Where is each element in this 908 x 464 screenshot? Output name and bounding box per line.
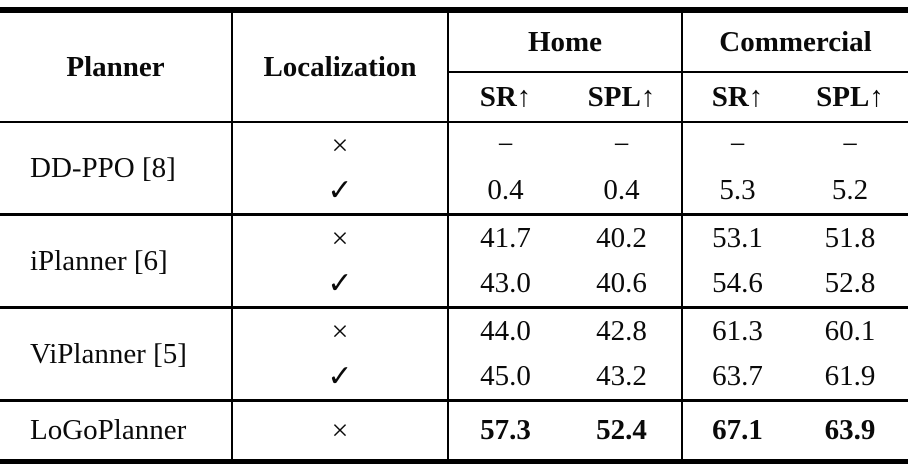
localization-cross-mark: × — [232, 307, 449, 354]
table-row: DD-PPO [8] × − − − − — [0, 122, 908, 215]
header-group-row: Planner Localization Home Commercial — [0, 10, 908, 122]
table-row: LoGoPlanner × 57.3 52.4 67.1 63.9 — [0, 400, 908, 462]
value-cell: 63.7 — [712, 360, 763, 392]
value-cell: 52.4 — [562, 400, 683, 462]
value-cell: 40.6 — [562, 261, 683, 308]
table-header: Planner Localization Home Commercial SR↑… — [0, 10, 908, 122]
value-cell: 5.2 — [831, 174, 869, 206]
header-planner: Planner — [0, 10, 233, 122]
value-cell: 52.8 — [824, 267, 876, 299]
value-cell: − — [729, 129, 746, 161]
value-cell: 61.3 — [712, 315, 763, 347]
value-cell: 45.0 — [480, 360, 531, 392]
group-ddppo: DD-PPO [8] × − − − − ✓ 0.4 0.4 5.3 5.2 — [0, 122, 908, 215]
header-group-home: Home — [448, 10, 683, 73]
localization-check-mark: ✓ — [232, 168, 449, 215]
localization-check-mark: ✓ — [232, 261, 449, 308]
planner-name: DD-PPO [8] — [0, 122, 233, 215]
table-row: ✓ 43.0 40.6 54.6 52.8 — [0, 261, 908, 308]
value-cell: 51.8 — [824, 222, 876, 254]
table-row: ViPlanner [5] × 44.0 42.8 61.3 60.1 — [0, 307, 908, 401]
group-viplanner: ViPlanner [5] × 44.0 42.8 61.3 60.1 ✓ 45… — [0, 307, 908, 401]
value-cell: 0.4 — [562, 168, 683, 215]
value-cell: 54.6 — [712, 267, 763, 299]
table-row: ✓ 0.4 0.4 5.3 5.2 — [0, 168, 908, 215]
header-metric-row: SR↑ SPL↑ SR↑ SPL↑ — [0, 72, 908, 122]
value-cell: 63.9 — [824, 414, 876, 446]
table-row: iPlanner [6] × 41.7 40.2 53.1 51.8 — [0, 214, 908, 308]
header-localization: Localization — [232, 10, 449, 122]
value-cell: 0.4 — [487, 174, 524, 206]
localization-check-mark: ✓ — [232, 354, 449, 401]
group-iplanner: iPlanner [6] × 41.7 40.2 53.1 51.8 ✓ 43.… — [0, 214, 908, 308]
value-cell: 5.3 — [719, 174, 756, 206]
header-commercial-sr: SR↑ — [711, 80, 764, 113]
value-cell: 44.0 — [480, 315, 531, 347]
value-cell: 67.1 — [712, 414, 763, 446]
value-cell: − — [497, 129, 514, 161]
results-table: Planner Localization Home Commercial SR↑… — [0, 7, 908, 464]
header-commercial-spl: SPL↑ — [816, 80, 884, 113]
value-cell: 40.2 — [562, 214, 683, 261]
localization-cross-mark: × — [232, 214, 449, 261]
localization-cross-mark: × — [232, 122, 449, 168]
value-cell: 57.3 — [480, 414, 531, 446]
value-cell: − — [841, 129, 859, 161]
value-cell: 43.0 — [480, 267, 531, 299]
value-cell: 43.2 — [562, 354, 683, 401]
value-cell: 41.7 — [480, 222, 531, 254]
value-cell: 61.9 — [824, 360, 876, 392]
value-cell: 53.1 — [712, 222, 763, 254]
planner-name: LoGoPlanner — [0, 400, 233, 462]
header-home-sr: SR↑ — [479, 80, 532, 113]
planner-name: iPlanner [6] — [0, 214, 233, 308]
value-cell: 60.1 — [824, 315, 876, 347]
value-cell: − — [562, 122, 683, 168]
group-logoplanner: LoGoPlanner × 57.3 52.4 67.1 63.9 — [0, 400, 908, 462]
header-home-spl: SPL↑ — [562, 72, 683, 122]
localization-cross-mark: × — [232, 400, 449, 462]
table-row: ✓ 45.0 43.2 63.7 61.9 — [0, 354, 908, 401]
value-cell: 42.8 — [562, 307, 683, 354]
header-group-commercial: Commercial — [682, 10, 908, 73]
planner-name: ViPlanner [5] — [0, 307, 233, 401]
